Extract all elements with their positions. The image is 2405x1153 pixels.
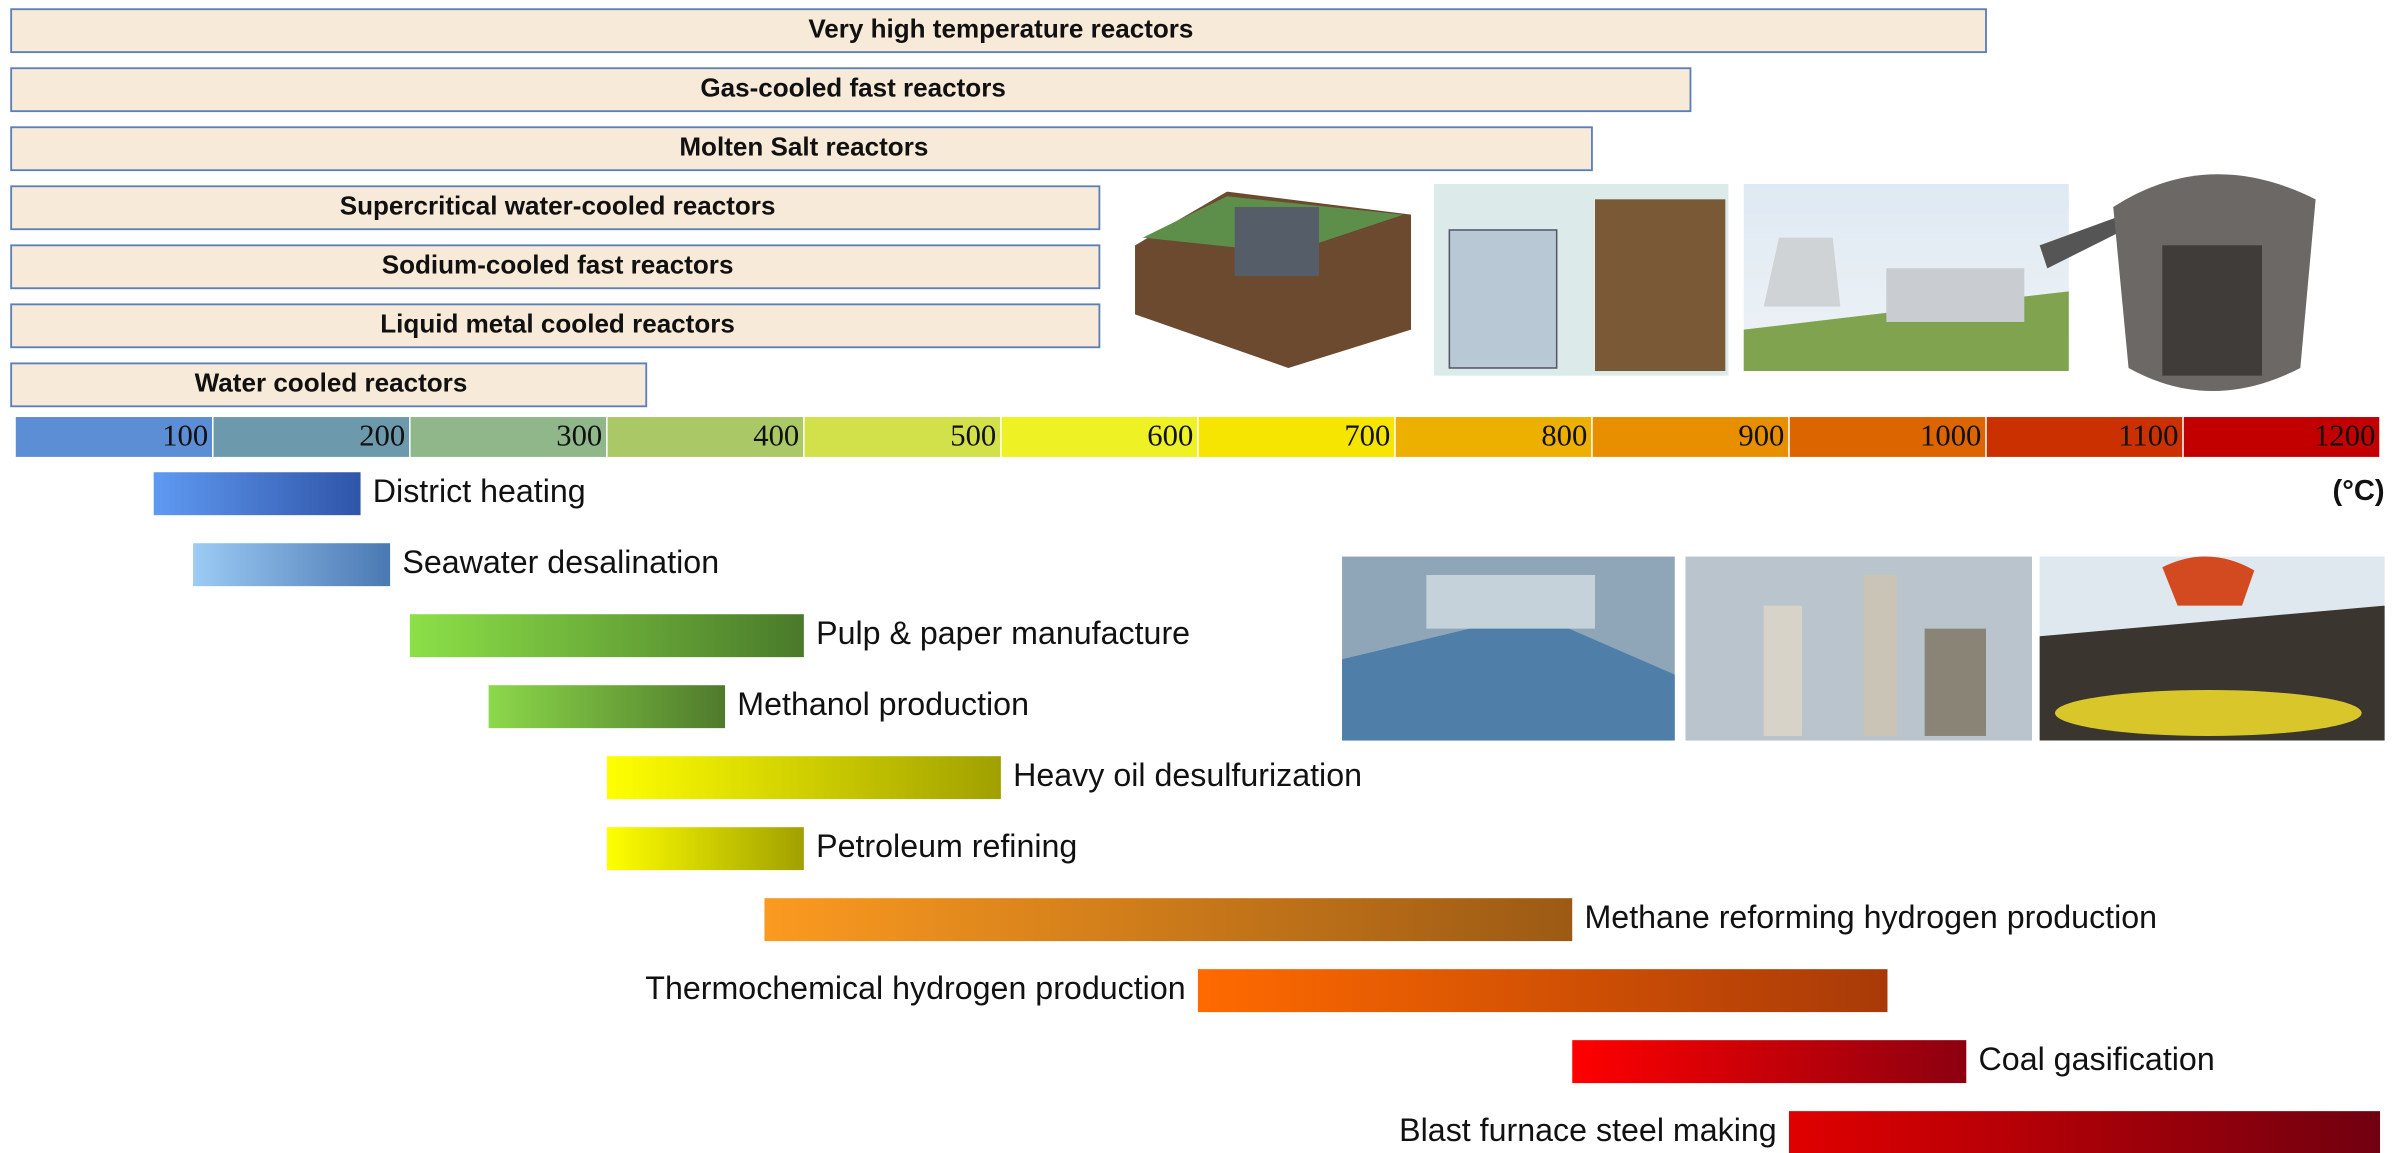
axis-band [2183,417,2381,457]
application-bar [764,898,1573,942]
application-label: Petroleum refining [816,828,1077,864]
application-bar [606,756,1001,800]
illustration [1342,613,1675,741]
application-bar [153,472,361,516]
x-tick-label: 700 [1344,419,1390,453]
x-tick-label: 300 [556,419,602,453]
axis-band [1985,417,2184,457]
axis-band [1788,417,1986,457]
axis-band [606,417,804,457]
x-tick-label: 200 [359,419,405,453]
reactor-label: Supercritical water-cooled reactors [340,191,776,221]
illustration [1763,237,1841,307]
illustration [1595,199,1726,372]
illustration [2162,556,2255,606]
axis-band [1394,417,1592,457]
x-tick-label: 1100 [2118,419,2178,453]
reactor-bar [10,8,1987,54]
axis-band [803,417,1001,457]
application-label: Pulp & paper manufacture [816,615,1190,651]
illustration [2162,245,2262,376]
application-label: Coal gasification [1979,1041,2215,1077]
axis-band [15,417,213,457]
reactor-bar [10,67,1692,113]
application-label: Blast furnace steel making [1399,1112,1776,1148]
x-tick-label: 400 [753,419,799,453]
x-tick-label: 800 [1541,419,1587,453]
application-label: District heating [373,473,586,509]
application-bar [1572,1040,1967,1084]
application-label: Methane reforming hydrogen production [1585,899,2158,935]
illustration [1448,229,1558,369]
axis-band [409,417,607,457]
reactor-bar [10,185,1101,231]
illustration [2039,214,2124,269]
x-tick-label: 1200 [2314,419,2375,453]
application-bar [409,614,804,658]
axis-band [1000,417,1198,457]
x-tick-label: 500 [950,419,996,453]
reactor-label: Liquid metal cooled reactors [380,309,735,339]
reactor-bar [10,362,648,408]
reactor-bar [10,244,1101,290]
x-tick-label: 1000 [1920,419,1981,453]
illustration [1763,605,1802,736]
illustration [1234,206,1320,276]
application-label: Thermochemical hydrogen production [645,970,1185,1006]
x-tick-label: 100 [162,419,208,453]
axis-band [1591,417,1789,457]
illustration [1863,574,1898,736]
application-bar [488,685,726,729]
illustration [2054,689,2362,736]
axis-band [1197,417,1395,457]
application-bar [1788,1111,2381,1153]
application-bar [193,543,391,587]
application-label: Seawater desalination [402,544,719,580]
application-label: Heavy oil desulfurization [1013,757,1362,793]
application-illustrations [1342,556,2385,741]
reactor-label: Gas-cooled fast reactors [700,73,1005,103]
application-bar [606,827,804,871]
reactor-bar [10,303,1101,349]
x-axis-unit: (°C) [2333,475,2385,507]
application-bar [1197,969,1888,1013]
illustration [1886,268,2025,322]
x-tick-label: 900 [1738,419,1784,453]
reactor-label: Sodium-cooled fast reactors [382,250,734,280]
x-tick-label: 600 [1147,419,1193,453]
application-label: Methanol production [737,686,1029,722]
reactor-bar [10,126,1593,172]
illustration [1426,574,1596,629]
axis-band [212,417,410,457]
reactor-label: Very high temperature reactors [808,14,1193,44]
illustration [1924,628,1986,736]
reactor-label: Water cooled reactors [195,368,468,398]
reactor-label: Molten Salt reactors [679,132,928,162]
reactor-illustrations [1127,171,2316,391]
